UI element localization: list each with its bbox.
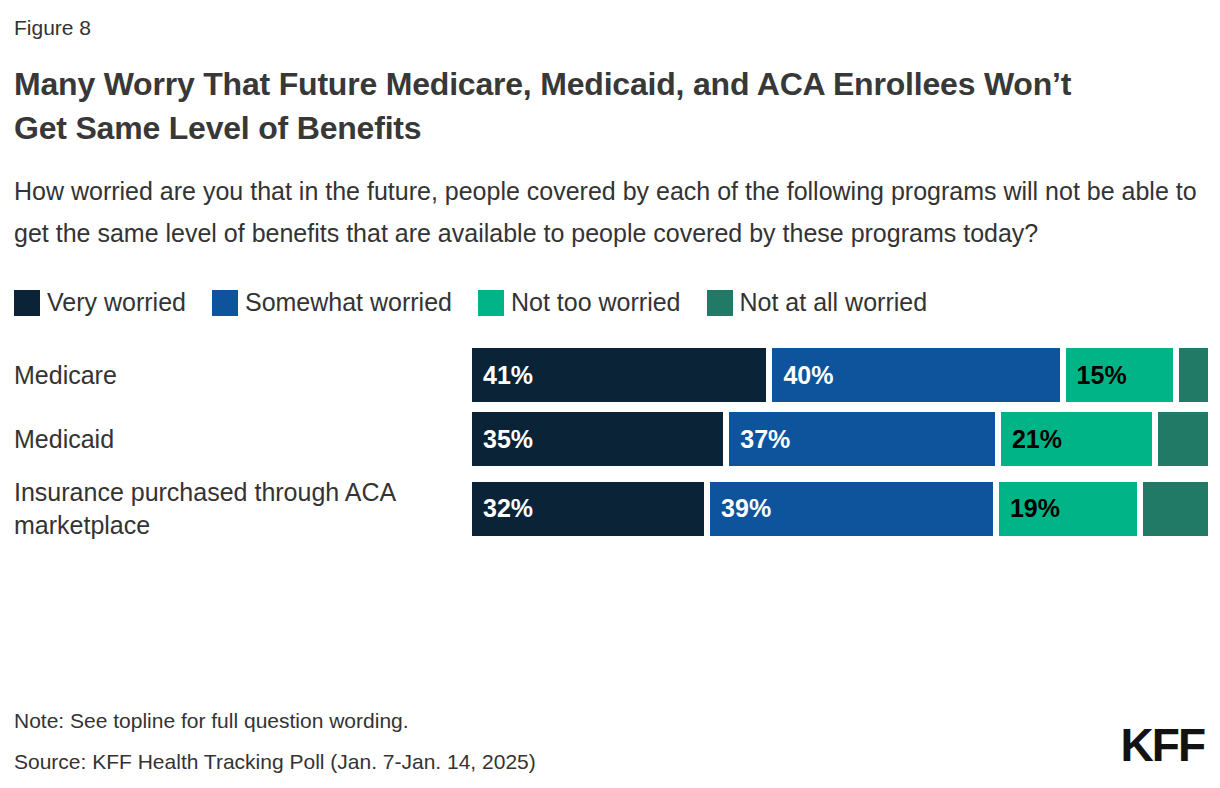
bar-track: 41% 40% 15% xyxy=(472,348,1208,402)
legend-item: Somewhat worried xyxy=(212,288,452,317)
bar-track: 35% 37% 21% xyxy=(472,412,1208,466)
bar-segment-very-worried: 41% xyxy=(472,348,766,402)
category-label: Medicaid xyxy=(14,423,472,456)
bar-segment-not-at-all-worried xyxy=(1143,482,1208,536)
legend-label: Very worried xyxy=(47,288,186,317)
bar-segment-value: 21% xyxy=(1001,425,1062,454)
bar-segment-very-worried: 32% xyxy=(472,482,704,536)
kff-logo: KFF xyxy=(1121,718,1204,772)
bar-segment-value: 15% xyxy=(1066,361,1127,390)
legend-item: Very worried xyxy=(14,288,186,317)
source-text: Source: KFF Health Tracking Poll (Jan. 7… xyxy=(14,750,536,774)
legend-label: Not at all worried xyxy=(740,288,928,317)
bar-segment-value: 32% xyxy=(472,494,533,523)
bar-segment-value: 39% xyxy=(710,494,771,523)
legend-item: Not at all worried xyxy=(707,288,928,317)
legend-swatch xyxy=(14,290,40,316)
bar-segment-not-at-all-worried xyxy=(1158,412,1208,466)
figure-container: Figure 8 Many Worry That Future Medicare… xyxy=(0,0,1220,541)
stacked-bar-chart: Medicare41% 40% 15% Medicaid35% 37% 21% Insura… xyxy=(14,348,1208,541)
bar-segment-not-too-worried: 19% xyxy=(999,482,1137,536)
bar-segment-somewhat-worried: 40% xyxy=(772,348,1059,402)
legend-label: Not too worried xyxy=(511,288,681,317)
chart-row: Medicare41% 40% 15% xyxy=(14,348,1208,402)
legend: Very worried Somewhat worried Not too worr… xyxy=(14,288,1208,317)
legend-swatch xyxy=(212,290,238,316)
bar-segment-somewhat-worried: 37% xyxy=(729,412,995,466)
chart-footer: Note: See topline for full question word… xyxy=(14,709,536,774)
bar-segment-somewhat-worried: 39% xyxy=(710,482,993,536)
bar-segment-very-worried: 35% xyxy=(472,412,723,466)
figure-label: Figure 8 xyxy=(14,16,1208,40)
legend-swatch xyxy=(478,290,504,316)
bar-segment-value: 37% xyxy=(729,425,790,454)
bar-segment-not-too-worried: 21% xyxy=(1001,412,1152,466)
bar-track: 32% 39% 19% xyxy=(472,482,1208,536)
category-label: Medicare xyxy=(14,359,472,392)
legend-item: Not too worried xyxy=(478,288,681,317)
note-text: Note: See topline for full question word… xyxy=(14,709,536,733)
bar-segment-value: 40% xyxy=(772,361,833,390)
chart-title: Many Worry That Future Medicare, Medicai… xyxy=(14,62,1074,150)
bar-segment-not-too-worried: 15% xyxy=(1066,348,1174,402)
bar-segment-value: 41% xyxy=(472,361,533,390)
category-label: Insurance purchased through ACA marketpl… xyxy=(14,476,472,541)
chart-row: Medicaid35% 37% 21% xyxy=(14,412,1208,466)
bar-segment-value: 19% xyxy=(999,494,1060,523)
legend-swatch xyxy=(707,290,733,316)
legend-label: Somewhat worried xyxy=(245,288,452,317)
chart-subtitle-question: How worried are you that in the future, … xyxy=(14,170,1208,254)
bar-segment-value: 35% xyxy=(472,425,533,454)
chart-row: Insurance purchased through ACA marketpl… xyxy=(14,476,1208,541)
bar-segment-not-at-all-worried xyxy=(1179,348,1208,402)
